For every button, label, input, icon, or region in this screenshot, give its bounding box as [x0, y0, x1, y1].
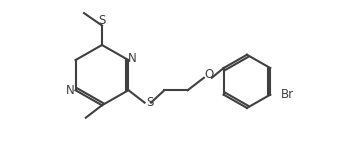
Text: N: N [66, 84, 75, 97]
Text: S: S [98, 14, 106, 27]
Text: N: N [129, 52, 137, 65]
Text: Br: Br [281, 88, 294, 101]
Text: S: S [146, 96, 153, 109]
Text: O: O [205, 68, 214, 82]
